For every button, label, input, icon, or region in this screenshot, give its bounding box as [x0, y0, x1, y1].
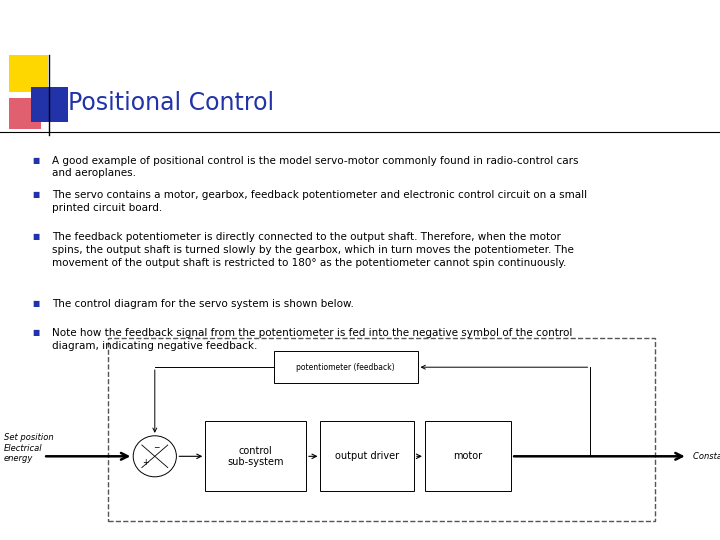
Text: The feedback potentiometer is directly connected to the output shaft. Therefore,: The feedback potentiometer is directly c… [52, 232, 574, 268]
Bar [108, 338, 655, 521]
Ellipse shape [133, 436, 176, 477]
Text: Note how the feedback signal from the potentiometer is fed into the negative sym: Note how the feedback signal from the po… [52, 328, 572, 350]
Text: +: + [142, 458, 148, 467]
Text: ■: ■ [32, 328, 40, 337]
Text: ■: ■ [32, 190, 40, 199]
Bar [9, 98, 41, 129]
Text: ■: ■ [32, 232, 40, 241]
Text: Set position
Electrical
energy: Set position Electrical energy [4, 433, 53, 463]
Bar [320, 421, 414, 491]
Text: output driver: output driver [335, 451, 400, 461]
Bar [9, 55, 48, 92]
Text: ■: ■ [32, 156, 40, 165]
Text: potentiometer (feedback): potentiometer (feedback) [297, 363, 395, 372]
Bar [274, 351, 418, 383]
Bar [205, 421, 306, 491]
Text: Positional Control: Positional Control [68, 91, 274, 114]
Bar [31, 87, 68, 122]
Text: control
sub-system: control sub-system [228, 446, 284, 467]
Text: A good example of positional control is the model servo-motor commonly found in : A good example of positional control is … [52, 156, 578, 178]
Text: The control diagram for the servo system is shown below.: The control diagram for the servo system… [52, 299, 354, 309]
Text: The servo contains a motor, gearbox, feedback potentiometer and electronic contr: The servo contains a motor, gearbox, fee… [52, 190, 587, 213]
Text: motor: motor [454, 451, 482, 461]
Text: Constant position: Constant position [693, 452, 720, 461]
Text: ■: ■ [32, 299, 40, 308]
Text: −: − [153, 443, 159, 453]
Bar [425, 421, 511, 491]
